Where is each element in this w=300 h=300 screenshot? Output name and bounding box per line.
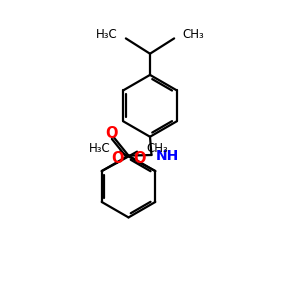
- Text: NH: NH: [156, 148, 179, 163]
- Text: CH₃: CH₃: [146, 142, 168, 154]
- Text: CH₃: CH₃: [182, 28, 204, 41]
- Text: H₃C: H₃C: [89, 142, 110, 154]
- Text: H₃C: H₃C: [96, 28, 118, 41]
- Text: O: O: [111, 151, 124, 166]
- Text: O: O: [133, 151, 145, 166]
- Text: O: O: [105, 126, 118, 141]
